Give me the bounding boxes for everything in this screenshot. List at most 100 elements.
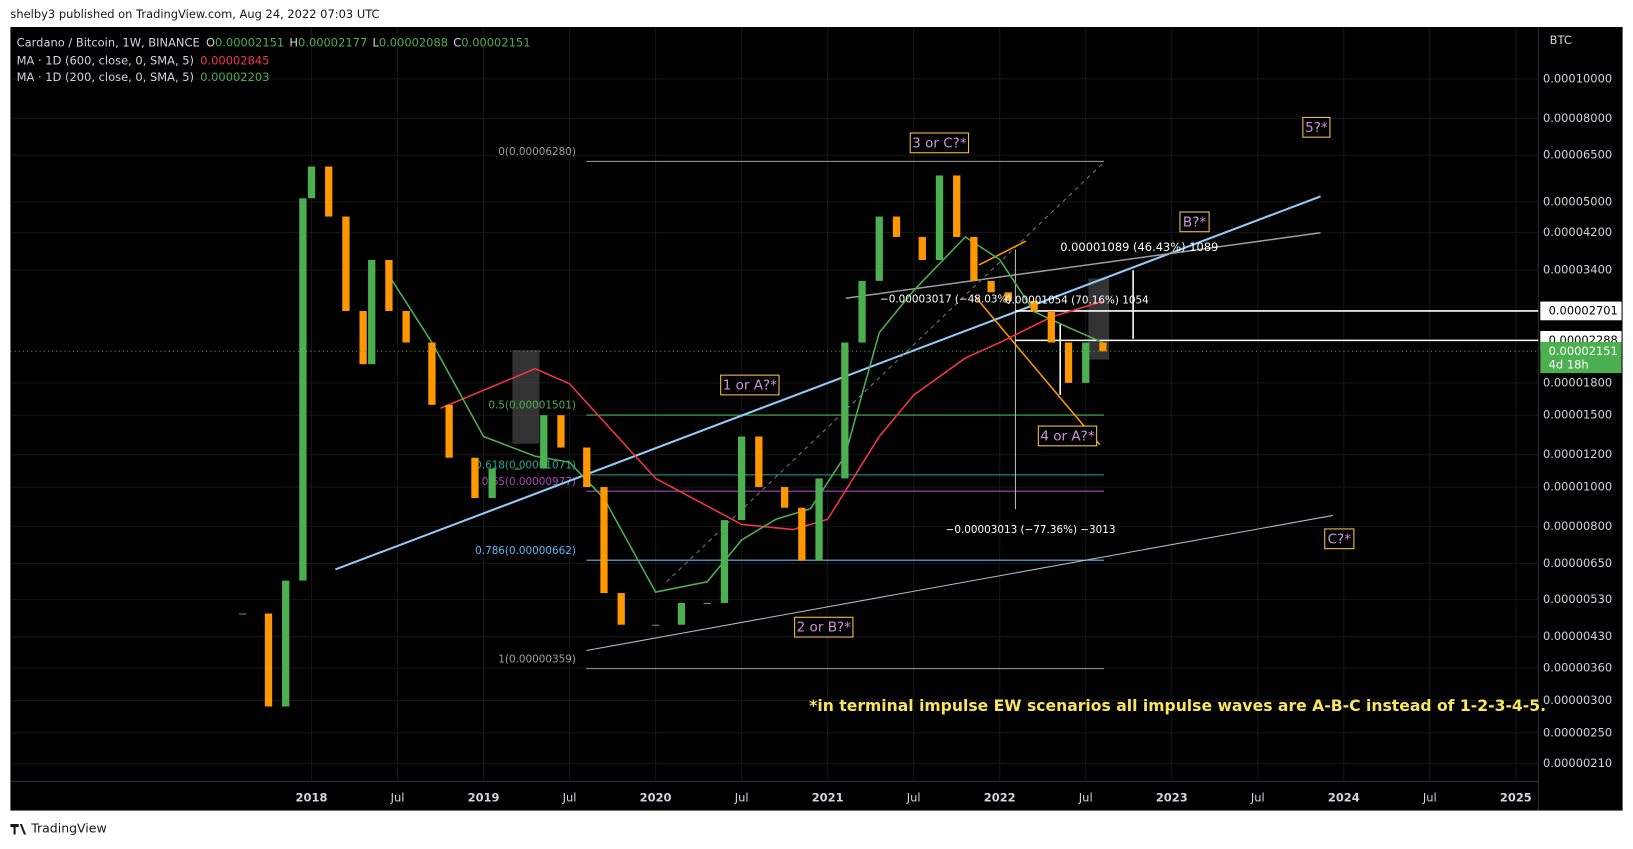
candle <box>815 478 823 561</box>
ohlc-value: 0.00002151 <box>215 35 284 49</box>
y-tick-label: 0.00005000 <box>1543 194 1612 208</box>
candle <box>471 457 479 499</box>
candle <box>307 166 316 199</box>
fib-label: 1(0.00000359) <box>498 653 576 665</box>
candle <box>737 436 746 521</box>
y-tick-label: 0.00000430 <box>1543 629 1612 643</box>
wave-label-box <box>720 374 780 396</box>
ma-value: 0.00002845 <box>200 53 269 67</box>
candle <box>1082 342 1090 383</box>
price-tag-label: 0.00002151 <box>1549 344 1618 358</box>
x-tick-label: 2019 <box>468 791 500 805</box>
candle <box>1004 292 1012 301</box>
wave-label-box <box>1037 425 1098 447</box>
candle <box>583 447 591 488</box>
wave-label-box <box>909 132 970 154</box>
measure-text: −0.00003017 (−48.03%) <box>880 293 1011 305</box>
candle <box>918 236 926 261</box>
measure-text: 0.00001089 (46.43%) 1089 <box>1060 240 1218 254</box>
symbol: Cardano / Bitcoin, 1W, BINANCE <box>17 35 200 49</box>
candle <box>651 624 660 626</box>
wave-label: 4 or A?* <box>1040 428 1094 444</box>
candle <box>342 216 350 311</box>
y-tick-label: 0.00000800 <box>1543 519 1612 533</box>
trend-line <box>586 514 1334 652</box>
legend: MA · 1D (600, close, 0, SMA, 5) 0.0000284… <box>17 53 270 67</box>
candle <box>953 175 961 237</box>
candle <box>987 280 995 293</box>
wave-label: B?* <box>1183 214 1206 230</box>
x-tick-label: Jul <box>734 791 749 805</box>
candle <box>325 166 333 217</box>
candle <box>359 310 367 365</box>
candle <box>445 404 453 458</box>
candle <box>970 236 978 281</box>
candle <box>1047 310 1055 343</box>
candle <box>617 593 625 625</box>
wave-label: 5?* <box>1305 120 1328 136</box>
measure-text: −0.00003013 (−77.36%) −3013 <box>946 524 1116 536</box>
x-tick-label: Jul <box>906 791 921 805</box>
measure-text: 0.00001054 (70.16%) 1054 <box>1005 294 1149 306</box>
trend-line <box>978 240 1027 266</box>
candle <box>1030 300 1038 311</box>
candle <box>488 468 496 499</box>
footer: TradingView <box>30 821 106 836</box>
highlight <box>512 350 540 444</box>
candle <box>677 602 686 625</box>
y-tick-label: 0.00003400 <box>1543 263 1612 277</box>
fib-label: 0(0.00006280) <box>498 146 576 158</box>
candle <box>282 580 290 707</box>
unit: BTC <box>1550 33 1572 47</box>
logo <box>10 824 27 835</box>
x-tick-label: 2021 <box>812 791 844 805</box>
y-tick-label: 0.00000250 <box>1543 725 1612 739</box>
candle <box>239 613 247 615</box>
x-tick-label: Jul <box>1078 791 1093 805</box>
candle <box>935 175 944 261</box>
y-tick-label: 0.00001000 <box>1543 480 1612 494</box>
wave-label-box <box>1179 211 1210 233</box>
ohlc-label: L <box>372 35 379 49</box>
wave-label-box <box>794 616 854 638</box>
x-tick-label: 2018 <box>296 791 328 805</box>
legend: MA · 1D (200, close, 0, SMA, 5) 0.0000220… <box>17 69 270 83</box>
candle <box>1064 342 1073 383</box>
trend-line <box>974 295 1101 446</box>
candle <box>514 468 522 470</box>
candle <box>755 436 763 488</box>
trend-line <box>334 195 1321 571</box>
moving-average <box>388 235 1104 593</box>
y-tick-label: 0.00004200 <box>1543 225 1612 239</box>
fib-label: 0.5(0.00001501) <box>488 400 576 412</box>
fib-label: 0.786(0.00000662) <box>475 545 576 557</box>
ohlc-label: C <box>453 35 461 49</box>
y-tick-label: 0.00001500 <box>1543 408 1612 422</box>
fib-label: 0.65(0.00000977) <box>482 476 576 488</box>
candle <box>385 260 393 311</box>
x-tick-label: Jul <box>562 791 577 805</box>
price-tag-label: 0.00002701 <box>1549 303 1618 317</box>
x-tick-label: Jul <box>1422 791 1437 805</box>
x-tick-label: 2024 <box>1328 791 1360 805</box>
header: shelby3 published on TradingView.com, Au… <box>10 7 379 21</box>
candle <box>402 310 410 343</box>
x-tick-label: 2025 <box>1500 791 1532 805</box>
y-tick-label: 0.00010000 <box>1543 71 1612 85</box>
y-tick-label: 0.00001800 <box>1543 375 1612 389</box>
wave-label: C?* <box>1328 531 1352 547</box>
moving-average <box>440 300 1104 531</box>
legend: Cardano / Bitcoin, 1W, BINANCE O0.0000215… <box>17 35 531 49</box>
candle <box>1099 342 1107 352</box>
y-tick-label: 0.00000650 <box>1543 556 1612 570</box>
wave-label-box <box>1324 528 1355 550</box>
candle <box>858 280 866 343</box>
y-tick-label: 0.00000360 <box>1543 661 1612 675</box>
candle <box>798 507 806 561</box>
candle <box>368 260 376 365</box>
ohlc-value: 0.00002151 <box>461 35 530 49</box>
wave-label: 3 or C?* <box>912 135 967 151</box>
y-tick-label: 0.00000300 <box>1543 693 1612 707</box>
fib-label: 0.618(0.00001071) <box>475 460 576 472</box>
